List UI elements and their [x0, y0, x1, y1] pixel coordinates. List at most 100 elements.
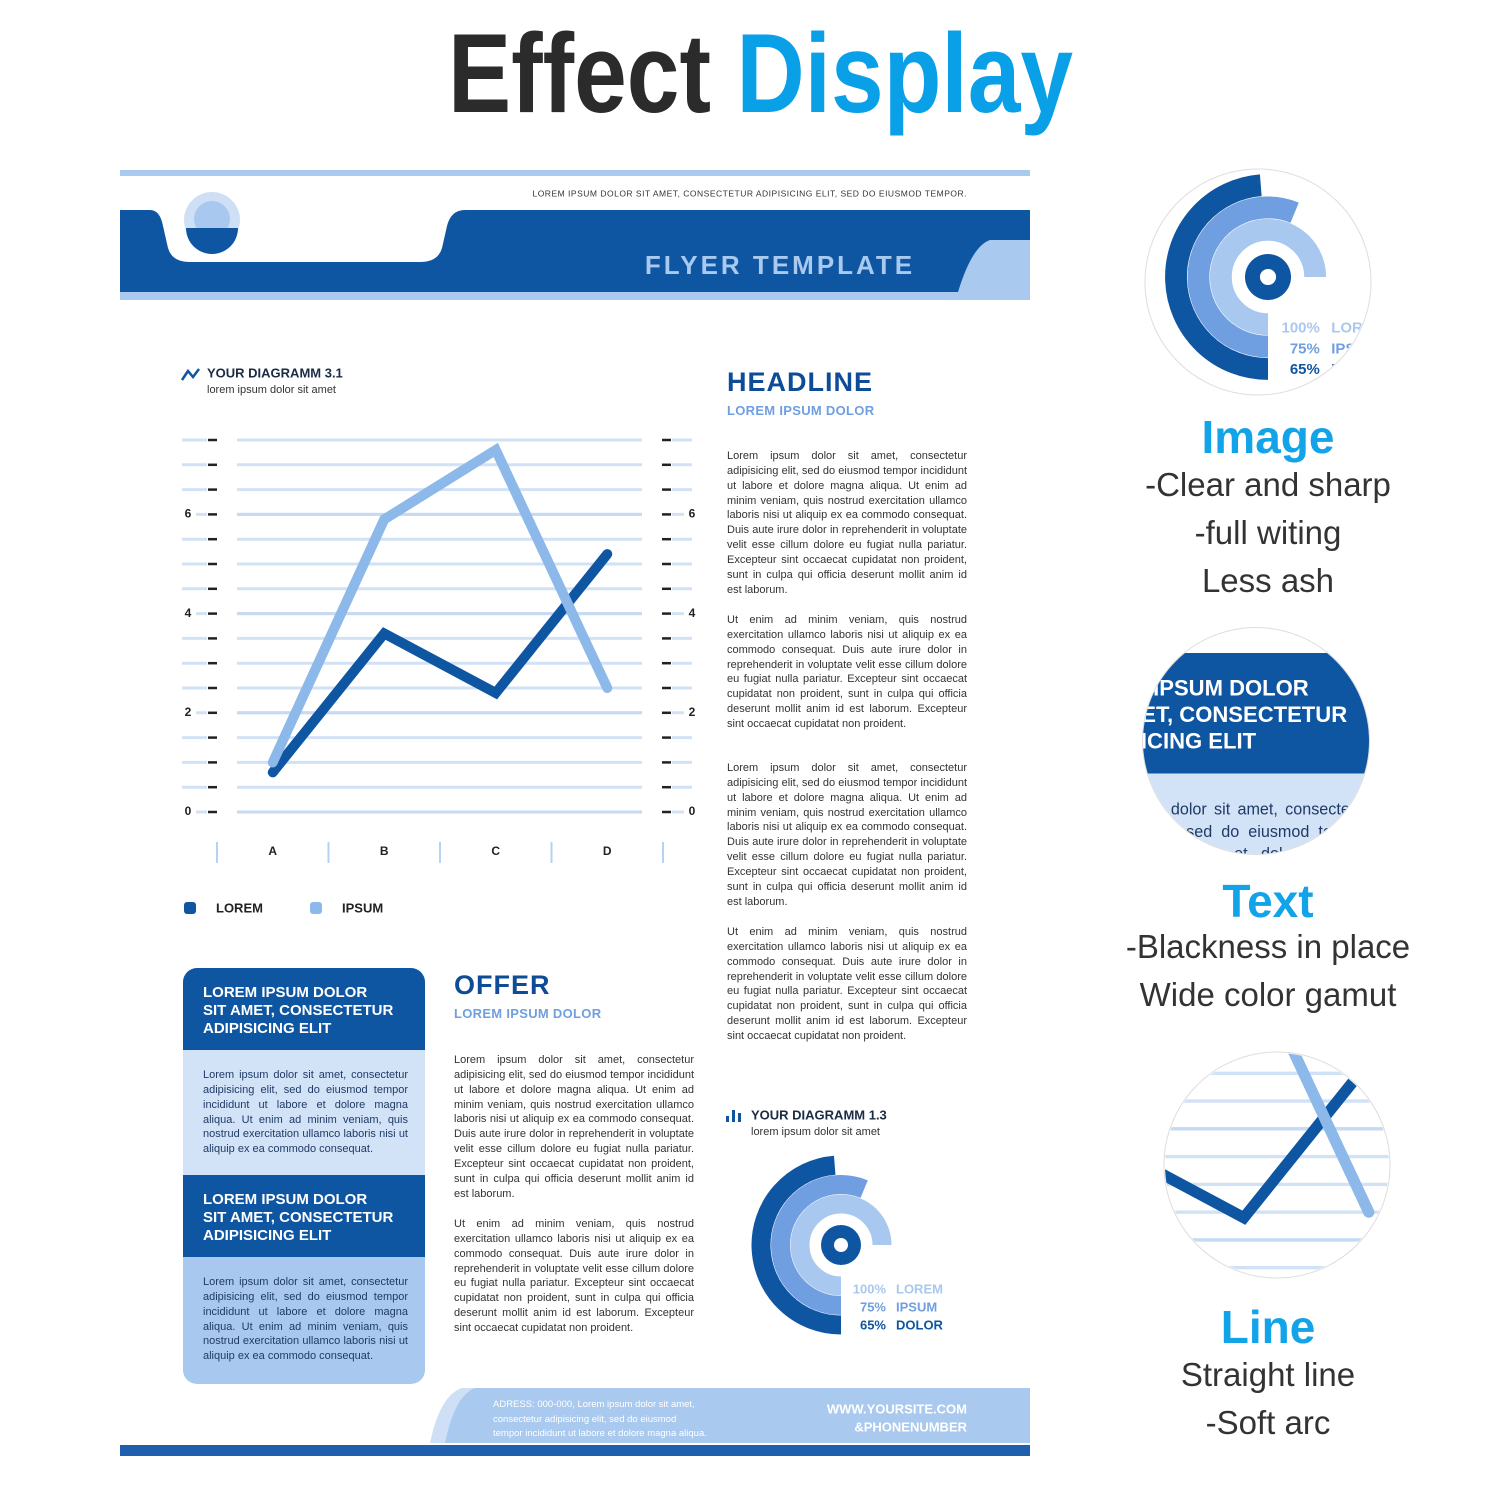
- section-subtitle: LOREM IPSUM DOLOR: [454, 1006, 602, 1021]
- tick-label-bg: [1455, 1231, 1473, 1249]
- section-title: OFFER: [454, 970, 551, 1000]
- header-band: [120, 210, 1030, 292]
- title-accent: Display: [736, 11, 1073, 136]
- series-line: [1165, 1056, 1375, 1277]
- y2-tick-label: 0: [689, 804, 696, 818]
- series-line: [267, 442, 613, 768]
- top-strip: [120, 170, 1030, 176]
- box-title-line: SIT AMET, CONSECTETUR: [203, 1002, 394, 1019]
- footer-phone: &PHONENUMBER: [854, 1419, 967, 1434]
- feature-line: Less ash: [1201, 562, 1335, 599]
- box-title-line: SIT AMET, CONSECTETUR: [1142, 702, 1348, 728]
- tick-label-bg: [180, 804, 196, 820]
- value-label: 65%: [1290, 361, 1320, 378]
- x-tick-label: B: [380, 844, 389, 858]
- box-title-line: LOREM IPSUM DOLOR: [203, 984, 368, 1001]
- y2-tick-label: 2: [1460, 1231, 1467, 1246]
- x-tick-label: C: [491, 844, 500, 858]
- radial-arc: [1209, 218, 1327, 336]
- diagram-icon: [726, 1116, 729, 1122]
- feature-line: -Blackness in place: [1125, 928, 1411, 965]
- radial-center-hole: [1259, 268, 1277, 286]
- radial-arc: [790, 1194, 892, 1296]
- radial-arc: [1165, 174, 1269, 380]
- legend-label: IPSUM: [342, 900, 383, 915]
- footer-strip: [120, 1445, 1030, 1456]
- feature-title: Image: [1201, 411, 1335, 463]
- box-body: Lorem ipsum dolor sit amet, consectetur …: [183, 1050, 425, 1175]
- section-subtitle: LOREM IPSUM DOLOR: [727, 403, 875, 418]
- legend-label: LOREM: [216, 900, 263, 915]
- line-chart: 0 0 2 2 4 4 6 6 A B C D LOREM IPSUM: [180, 438, 700, 915]
- category-label: IPSUM: [1331, 340, 1378, 357]
- diagram-icon: [738, 1113, 741, 1122]
- box-text: Lorem ipsum dolor sit amet, consectetur …: [203, 1276, 408, 1363]
- diagram-icon: [732, 1110, 735, 1122]
- y-tick-label: 2: [185, 705, 192, 719]
- box-text: Lorem ipsum dolor sit amet, consectetur …: [1142, 801, 1369, 855]
- paragraph: Ut enim ad minim veniam, quis nostrud ex…: [454, 1218, 694, 1334]
- box-body: Lorem ipsum dolor sit amet, consectetur …: [183, 1257, 425, 1384]
- box-title-line: LOREM IPSUM DOLOR: [203, 1191, 368, 1208]
- x-tick-label: A: [268, 844, 277, 858]
- diagram-title: YOUR DIAGRAMM 3.1: [207, 365, 343, 380]
- page-title: EffectDisplay: [448, 11, 1073, 136]
- value-label: 65%: [860, 1317, 886, 1332]
- feature-line: Wide color gamut: [1139, 976, 1397, 1013]
- radial-arc: [1187, 196, 1299, 358]
- footer-band: [445, 1388, 1030, 1443]
- footer-website: WWW.YOURSITE.COM: [827, 1401, 967, 1416]
- paragraph: Lorem ipsum dolor sit amet, consectetur …: [727, 762, 967, 908]
- footer-address: ADRESS: 000-000, Lorem ipsum dolor sit a…: [493, 1399, 707, 1439]
- box-title-line: SIT AMET, CONSECTETUR: [203, 1209, 394, 1226]
- tick-label-bg: [684, 804, 700, 820]
- value-label: 100%: [853, 1281, 887, 1296]
- diagram-icon: [180, 368, 200, 381]
- banner-title: FLYER TEMPLATE: [645, 250, 915, 280]
- header-stripe: [120, 292, 1030, 300]
- series-line: [1165, 1053, 1375, 1277]
- feature-title: Text: [1222, 875, 1314, 927]
- category-label: DOLOR: [896, 1317, 944, 1332]
- feature-line: Straight line: [1180, 1356, 1356, 1393]
- box-title-line: ADIPISICING ELIT: [203, 1227, 332, 1244]
- feature-line: -full witing: [1194, 514, 1342, 551]
- paragraph: Lorem ipsum dolor sit amet, consectetur …: [454, 1054, 694, 1200]
- top-note: LOREM IPSUM DOLOR SIT AMET, CONSECTETUR …: [532, 188, 967, 198]
- paragraph: Lorem ipsum dolor sit amet, consectetur …: [727, 450, 967, 596]
- radial-arc: [751, 1155, 842, 1335]
- y2-tick-label: 4: [1460, 1120, 1468, 1135]
- y-tick-label: 0: [185, 804, 192, 818]
- y2-tick-label: 4: [689, 606, 696, 620]
- y-tick-label: 4: [185, 606, 192, 620]
- box-text: Lorem ipsum dolor sit amet, consectetur …: [203, 1069, 408, 1156]
- feature-line: -Soft arc: [1205, 1404, 1331, 1441]
- y2-tick-label: 2: [689, 705, 696, 719]
- box-title-line: LOREM IPSUM DOLOR: [1143, 676, 1309, 702]
- y-tick-label: 6: [185, 507, 192, 521]
- diagram-subtitle: lorem ipsum dolor sit amet: [207, 384, 336, 396]
- category-label: IPSUM: [896, 1299, 937, 1314]
- radial-center-hole: [834, 1238, 848, 1252]
- value-label: 75%: [1290, 340, 1320, 357]
- category-label: LOREM: [896, 1281, 943, 1296]
- tick-label-bg: [684, 704, 700, 721]
- tick-label-bg: [684, 506, 700, 523]
- section-title: HEADLINE: [727, 367, 874, 397]
- radial-chart: 100% LOREM 75% IPSUM 65% DOLOR: [751, 1155, 944, 1335]
- logo-half: [186, 228, 238, 254]
- diagram-subtitle: lorem ipsum dolor sit amet: [751, 1126, 880, 1138]
- tick-label-bg: [180, 605, 196, 622]
- tick-label-bg: [180, 506, 196, 523]
- paragraph: Ut enim ad minim veniam, quis nostrud ex…: [727, 926, 967, 1042]
- value-label: 100%: [1282, 320, 1320, 337]
- y2-tick-label: 6: [689, 507, 696, 521]
- box-title-line: ADIPISICING ELIT: [1142, 729, 1257, 755]
- tick-label-bg: [1455, 1120, 1473, 1138]
